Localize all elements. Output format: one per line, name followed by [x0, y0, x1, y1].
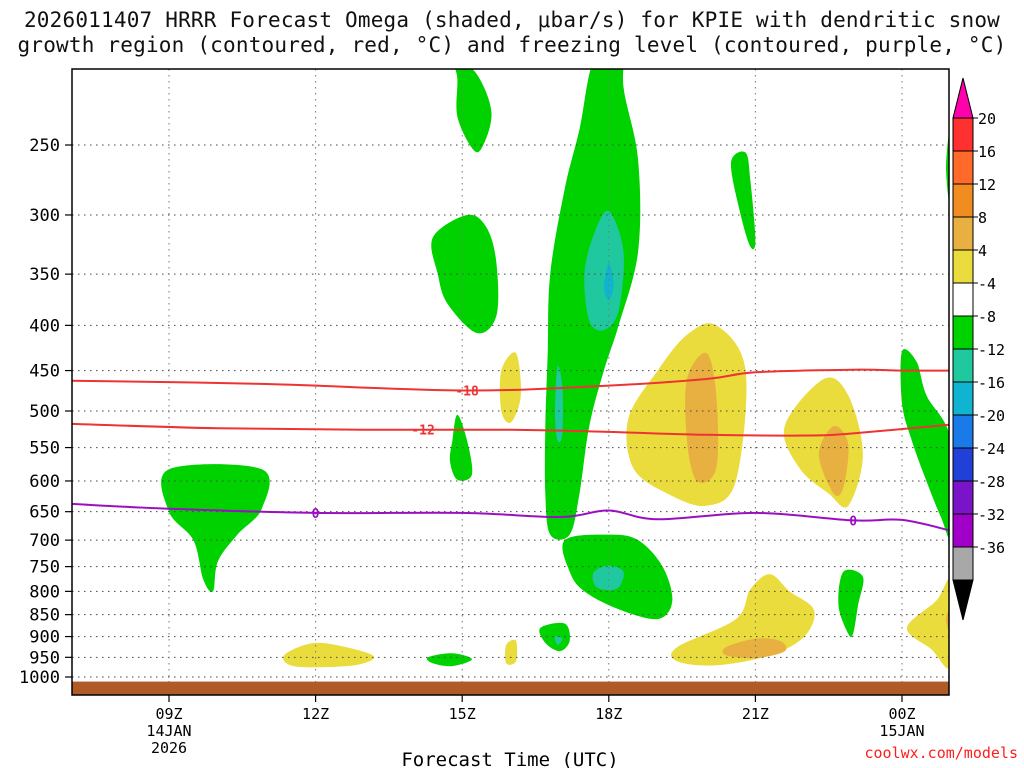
colorbar-cap-top	[952, 77, 974, 119]
colorbar-bin-14	[952, 546, 974, 581]
omega-shading-layer	[161, 69, 949, 669]
colorbar-bin-7	[952, 315, 974, 350]
omega-region-green-left-low	[161, 464, 270, 593]
y-tick-label-550: 550	[29, 439, 60, 459]
colorbar: 20 16 12 8 4 -4 -8 -12 -16 -20 -24 -28 -32 -36	[952, 77, 1005, 621]
x-tick-label-00Z: 00Z	[888, 705, 915, 723]
ground-surface-bar	[72, 681, 949, 695]
y-tick-label-950: 950	[29, 648, 60, 668]
omega-region-cyan-tower-core	[603, 262, 614, 301]
colorbar-label-13: -32	[978, 506, 1005, 524]
x-tick-year-09Z: 2026	[151, 739, 187, 757]
omega-region-green-15z-low	[426, 653, 472, 667]
omega-region-green-upper-1	[455, 69, 492, 153]
y-tick-label-800: 800	[29, 582, 60, 602]
omega-region-teal-tower-core	[584, 210, 624, 331]
y-tick-label-600: 600	[29, 472, 60, 492]
plot-frame	[71, 68, 950, 696]
omega-region-green-23z-low	[838, 569, 864, 638]
colorbar-cap-bottom	[952, 579, 974, 621]
omega-region-yellow-16z-low	[505, 639, 518, 665]
colorbar-label-14: -36	[978, 539, 1005, 557]
contour-label-freezing-level-label-2: 0	[849, 514, 857, 529]
omega-region-teal-lower-mid	[592, 565, 624, 591]
omega-region-teal-streak	[555, 365, 563, 443]
y-tick-label-850: 850	[29, 606, 60, 626]
x-tick-label-18Z: 18Z	[595, 705, 622, 723]
omega-region-yellow-12z-low	[283, 642, 375, 668]
y-tick-label-300: 300	[29, 206, 60, 226]
colorbar-bin-9	[952, 381, 974, 416]
omega-region-orange-19z-mid	[685, 352, 719, 483]
colorbar-bin-1	[952, 117, 974, 152]
colorbar-bin-2	[952, 150, 974, 185]
colorbar-label-7: -8	[978, 308, 996, 326]
colorbar-bin-6	[952, 282, 974, 317]
colorbar-bin-13	[952, 513, 974, 548]
y-tick-label-750: 750	[29, 558, 60, 578]
colorbar-label-3: 12	[978, 176, 996, 194]
omega-region-green-15z-mid	[449, 414, 473, 481]
contour-label-layer: -18 -12 0 0	[312, 384, 858, 529]
chart-title-line-2: growth region (contoured, red, °C) and f…	[17, 33, 1007, 57]
colorbar-label-10: -20	[978, 407, 1005, 425]
y-tick-label-1000: 1000	[19, 668, 60, 688]
contour-label-minus-18-isotherm: -18	[455, 384, 479, 399]
y-tick-label-250: 250	[29, 136, 60, 156]
omega-region-green-upper-2	[431, 214, 499, 334]
colorbar-bin-5	[952, 249, 974, 284]
colorbar-label-1: 20	[978, 110, 996, 128]
omega-region-yellow-00z-low	[906, 579, 949, 669]
colorbar-label-11: -24	[978, 440, 1005, 458]
colorbar-label-9: -16	[978, 374, 1005, 392]
omega-region-teal-17z-low	[554, 636, 563, 646]
x-axis-label: Forecast Time (UTC)	[401, 749, 618, 768]
y-tick-label-350: 350	[29, 265, 60, 285]
x-tick-label-09Z: 09Z	[155, 705, 182, 723]
colorbar-bin-8	[952, 348, 974, 383]
x-tick-label-12Z: 12Z	[302, 705, 329, 723]
x-tick-date-00Z: 15JAN	[879, 722, 924, 740]
contour-freezing-level	[72, 502, 949, 532]
colorbar-label-6: -4	[978, 275, 996, 293]
y-tick-label-400: 400	[29, 316, 60, 336]
omega-region-green-21z-upper	[730, 151, 756, 250]
temperature-contour-layer	[72, 368, 949, 532]
x-tick-date-09Z: 14JAN	[146, 722, 191, 740]
y-tick-label-650: 650	[29, 503, 60, 523]
contour-minus-12-isotherm	[72, 422, 949, 437]
colorbar-label-2: 16	[978, 143, 996, 161]
y-axis-ticks: 2503003504004505005506006507007508008509…	[19, 136, 72, 688]
omega-region-yellow-16z-mid	[499, 352, 521, 423]
x-tick-label-21Z: 21Z	[742, 705, 769, 723]
colorbar-bin-10	[952, 414, 974, 449]
colorbar-bin-4	[952, 216, 974, 251]
chart-title-line-1: 2026011407 HRRR Forecast Omega (shaded, …	[23, 8, 1001, 32]
omega-region-green-17z-low	[539, 622, 570, 652]
contour-minus-18-isotherm	[72, 368, 949, 392]
colorbar-label-8: -12	[978, 341, 1005, 359]
colorbar-bin-12	[952, 480, 974, 515]
y-tick-label-900: 900	[29, 628, 60, 648]
colorbar-label-5: 4	[978, 242, 987, 260]
credit-text: coolwx.com/models	[864, 744, 1018, 762]
contour-label-minus-12-isotherm: -12	[411, 424, 434, 439]
colorbar-label-4: 8	[978, 209, 987, 227]
y-tick-label-450: 450	[29, 362, 60, 382]
omega-region-green-right-low	[900, 349, 949, 539]
y-tick-label-700: 700	[29, 531, 60, 551]
colorbar-bin-11	[952, 447, 974, 482]
omega-region-orange-20z-low	[722, 638, 787, 659]
x-tick-label-15Z: 15Z	[449, 705, 476, 723]
colorbar-label-12: -28	[978, 473, 1005, 491]
colorbar-bin-3	[952, 183, 974, 218]
contour-label-freezing-level: 0	[312, 507, 320, 522]
omega-region-orange-23z-mid	[818, 425, 849, 497]
y-tick-label-500: 500	[29, 402, 60, 422]
